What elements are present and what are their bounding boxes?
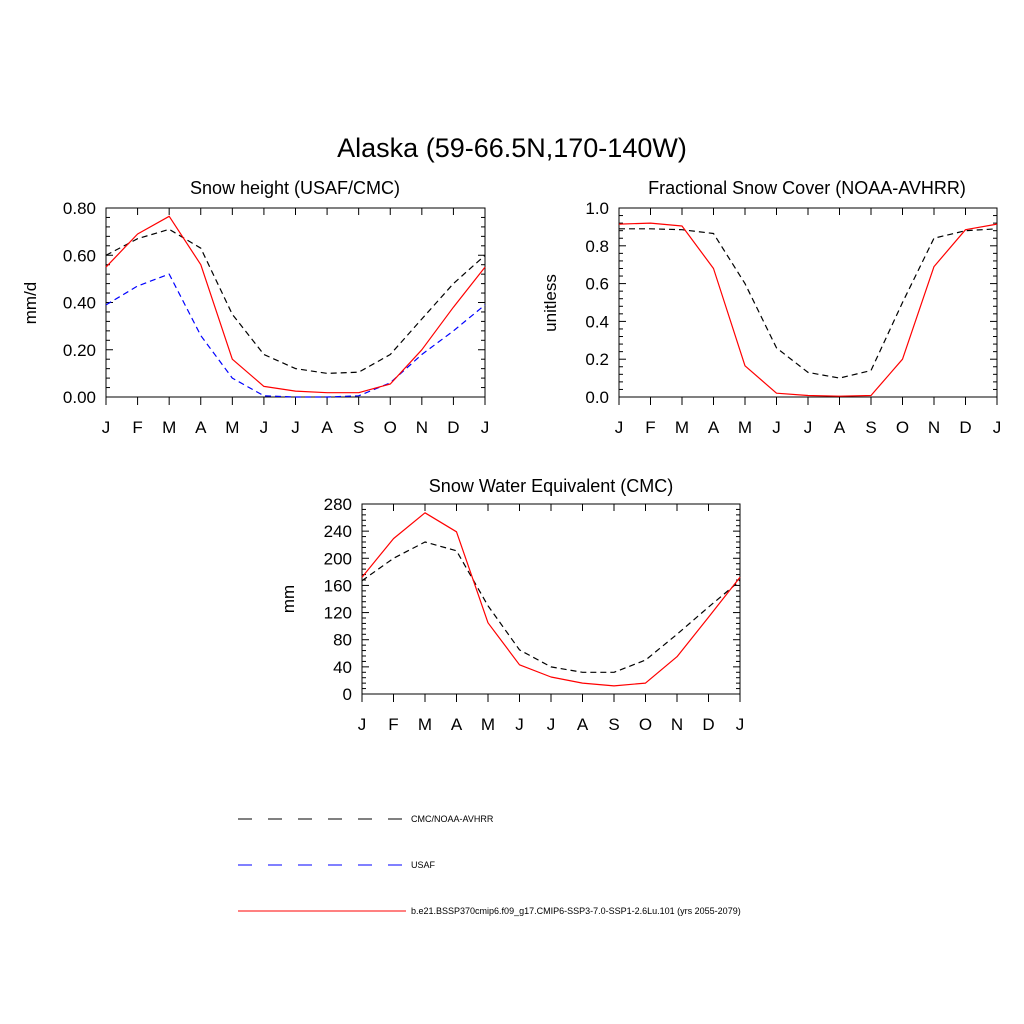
swe-x-tick-label: O	[639, 715, 652, 734]
swe-plot-frame	[361, 503, 741, 695]
swe-y-tick-label: 240	[324, 522, 352, 541]
snow-height-x-tick-label: O	[384, 418, 397, 437]
swe-x-tick-label: J	[515, 715, 524, 734]
snow-height-x-tick-label: J	[260, 418, 269, 437]
snow-cover-panel: Fractional Snow Cover (NOAA-AVHRR) unitl…	[541, 178, 1001, 437]
snow-height-x-tick-label: A	[195, 418, 207, 437]
snow-cover-y-tick-label: 0.6	[585, 275, 609, 294]
snow-height-series-model	[105, 215, 486, 394]
snow-height-y-tick-label: 0.60	[63, 246, 96, 265]
swe-x-tick-label: F	[388, 715, 398, 734]
snow-height-x-tick-label: F	[132, 418, 142, 437]
swe-series-model	[361, 512, 741, 687]
snow-cover-x-tick-label: S	[865, 418, 876, 437]
swe-y-tick-label: 280	[324, 495, 352, 514]
snow-height-series-cmc	[105, 228, 486, 374]
snow-cover-x-tick-label: N	[928, 418, 940, 437]
snow-height-panel: Snow height (USAF/CMC) mm/d 0.00 0.20 0.40…	[21, 178, 489, 437]
snow-height-x-tick-label: J	[291, 418, 300, 437]
snow-cover-y-tick-label: 0.4	[585, 312, 609, 331]
swe-x-tick-label: M	[418, 715, 432, 734]
swe-y-tick-label: 120	[324, 604, 352, 623]
snow-cover-x-tick-label: A	[708, 418, 720, 437]
legend-label-usaf: USAF	[411, 860, 436, 870]
swe-y-tick-label: 160	[324, 576, 352, 595]
snow-height-x-tick-label: J	[102, 418, 111, 437]
swe-panel: Snow Water Equivalent (CMC) mm 0 40 80 120 1…	[279, 476, 744, 734]
snow-height-y-tick-label: 0.00	[63, 388, 96, 407]
snow-cover-x-tick-label: J	[993, 418, 1002, 437]
swe-panel-title: Snow Water Equivalent (CMC)	[429, 476, 673, 496]
swe-series-cmc	[361, 541, 741, 673]
snow-height-x-tick-label: M	[162, 418, 176, 437]
swe-x-tick-label: N	[671, 715, 683, 734]
swe-y-tick-label: 200	[324, 549, 352, 568]
swe-y-tick-label: 0	[343, 685, 352, 704]
swe-x-tick-label: M	[481, 715, 495, 734]
snow-cover-panel-title: Fractional Snow Cover (NOAA-AVHRR)	[648, 178, 966, 198]
snow-cover-y-tick-label: 0.2	[585, 350, 609, 369]
swe-y-axis-label: mm	[279, 585, 298, 613]
snow-height-y-tick-label: 0.80	[63, 199, 96, 218]
legend: CMC/NOAA-AVHRR USAF b.e21.BSSP370cmip6.f…	[238, 814, 741, 916]
snow-height-x-tick-label: S	[353, 418, 364, 437]
snow-height-y-axis-label: mm/d	[21, 282, 40, 325]
snow-cover-y-tick-label: 1.0	[585, 199, 609, 218]
snow-height-panel-title: Snow height (USAF/CMC)	[190, 178, 400, 198]
swe-y-tick-label: 40	[333, 658, 352, 677]
snow-cover-x-tick-label: J	[804, 418, 813, 437]
snow-cover-x-tick-label: M	[675, 418, 689, 437]
snow-cover-x-tick-label: F	[645, 418, 655, 437]
snow-height-x-tick-label: D	[447, 418, 459, 437]
swe-x-tick-label: J	[736, 715, 745, 734]
snow-height-x-tick-label: J	[481, 418, 490, 437]
snow-cover-x-tick-label: D	[959, 418, 971, 437]
snow-cover-x-tick-label: J	[772, 418, 781, 437]
snow-height-series-usaf	[105, 273, 486, 398]
snow-cover-x-tick-label: A	[834, 418, 846, 437]
snow-height-x-tick-label: M	[225, 418, 239, 437]
swe-y-tick-label: 80	[333, 631, 352, 650]
swe-x-tick-label: A	[577, 715, 589, 734]
legend-label-model: b.e21.BSSP370cmip6.f09_g17.CMIP6-SSP3-7.…	[411, 906, 741, 916]
snow-cover-x-tick-label: M	[738, 418, 752, 437]
snow-cover-y-tick-label: 0.8	[585, 237, 609, 256]
swe-x-tick-label: S	[608, 715, 619, 734]
snow-height-y-tick-label: 0.20	[63, 341, 96, 360]
snow-height-y-tick-label: 0.40	[63, 294, 96, 313]
swe-x-tick-label: A	[451, 715, 463, 734]
legend-label-cmc: CMC/NOAA-AVHRR	[411, 814, 494, 824]
snow-cover-x-tick-label: J	[615, 418, 624, 437]
snow-cover-series-model	[618, 222, 998, 397]
swe-x-tick-label: D	[702, 715, 714, 734]
swe-x-tick-label: J	[547, 715, 556, 734]
snow-cover-y-axis-label: unitless	[541, 274, 560, 332]
snow-height-x-tick-label: N	[416, 418, 428, 437]
snow-cover-series-cmc	[619, 228, 998, 379]
snow-height-x-tick-label: A	[321, 418, 333, 437]
figure-title: Alaska (59-66.5N,170-140W)	[337, 133, 687, 163]
swe-x-tick-label: J	[358, 715, 367, 734]
snow-cover-y-tick-label: 0.0	[585, 388, 609, 407]
snow-cover-x-tick-label: O	[896, 418, 909, 437]
